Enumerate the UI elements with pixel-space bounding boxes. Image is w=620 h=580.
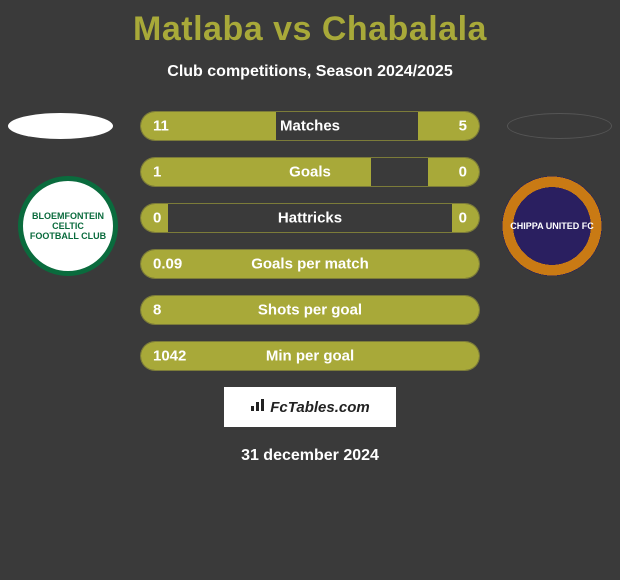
chart-icon [250,398,266,416]
stat-bar-right [428,158,479,186]
stat-row: 0.09 Goals per match [140,249,480,279]
stat-value-left: 8 [153,302,161,319]
stat-label: Goals [289,164,331,181]
date-label: 31 december 2024 [0,447,620,465]
stat-label: Matches [280,118,340,135]
stat-value-left: 1 [153,164,161,181]
stat-value-left: 11 [153,118,169,135]
club-badge-left: BLOEMFONTEIN CELTIC FOOTBALL CLUB [18,176,118,276]
page-title: Matlaba vs Chabalala [0,0,620,49]
stat-bar-left [141,158,371,186]
stat-value-right: 0 [459,210,467,227]
source-logo-text: FcTables.com [270,399,369,416]
stat-label: Min per goal [266,348,354,365]
stat-label: Hattricks [278,210,342,227]
stat-row: 1042 Min per goal [140,341,480,371]
club-badge-right-text: CHIPPA UNITED FC [510,221,594,231]
stat-bar-right [418,112,479,140]
stat-row: 8 Shots per goal [140,295,480,325]
stat-value-right: 0 [459,164,467,181]
stat-row: 11 5 Matches [140,111,480,141]
stats-bars: 11 5 Matches 1 0 Goals 0 0 Hattricks 0.09 Goals pe… [140,111,480,371]
club-badge-right: CHIPPA UNITED FC [502,176,602,276]
subtitle: Club competitions, Season 2024/2025 [0,63,620,81]
source-logo: FcTables.com [224,387,396,427]
stat-value-right: 5 [459,118,467,135]
stat-value-left: 0 [153,210,161,227]
player-right-silhouette [507,113,612,139]
stat-value-left: 1042 [153,348,186,365]
stat-row: 0 0 Hattricks [140,203,480,233]
club-badge-left-text: BLOEMFONTEIN CELTIC FOOTBALL CLUB [29,211,107,241]
stat-value-left: 0.09 [153,256,182,273]
stat-row: 1 0 Goals [140,157,480,187]
stat-label: Goals per match [251,256,369,273]
stat-label: Shots per goal [258,302,362,319]
player-left-silhouette [8,113,113,139]
comparison-panel: BLOEMFONTEIN CELTIC FOOTBALL CLUB CHIPPA… [0,111,620,371]
